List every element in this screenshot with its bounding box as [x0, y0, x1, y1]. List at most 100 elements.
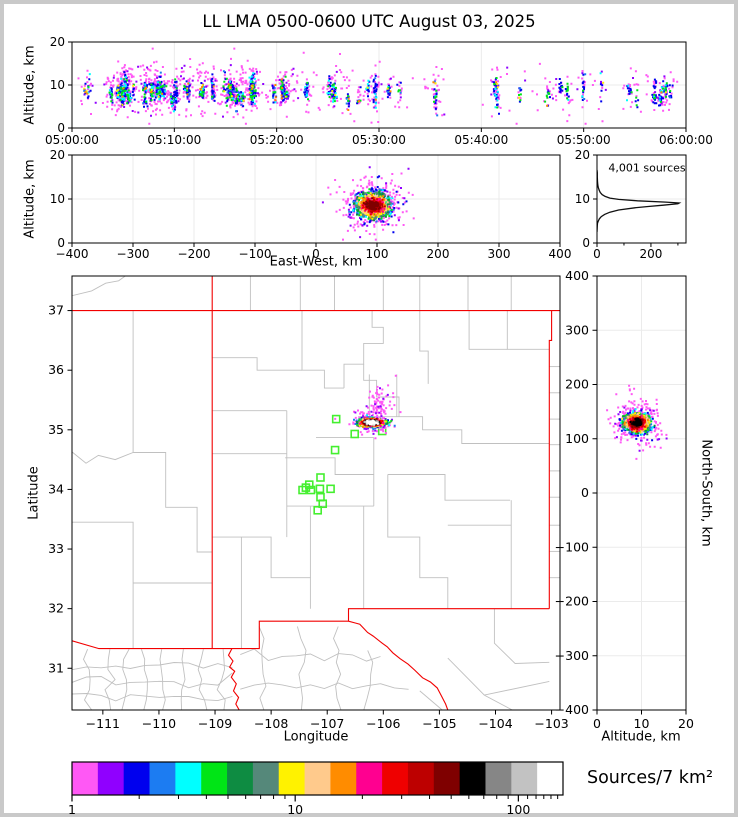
latitude-tick-label: 37 — [48, 303, 64, 318]
ns-tick-label: −200 — [555, 594, 589, 609]
time-altitude-tick-label: 20 — [50, 35, 65, 49]
colorbar-segment — [123, 762, 151, 795]
colorbar-segment — [201, 762, 228, 795]
source-points-0 — [334, 374, 402, 440]
ns-tick-label: 300 — [565, 322, 589, 337]
latitude-tick-label: 32 — [48, 601, 64, 616]
ew-axis-tick-label: 200 — [427, 247, 450, 261]
map-state-borders — [72, 276, 560, 710]
ns-tick-label: 200 — [565, 377, 589, 392]
latitude-tick-label: 35 — [48, 422, 64, 437]
lma-station-marker — [318, 499, 328, 509]
source-points-14 — [362, 197, 381, 211]
ew-axis-tick-label: −300 — [117, 247, 150, 261]
ns-tick-label: 400 — [565, 268, 589, 283]
colorbar-tick-label: 1 — [68, 802, 76, 817]
plot-title: LL LMA 0500-0600 UTC August 03, 2025 — [202, 12, 536, 31]
source-points-1 — [354, 387, 393, 435]
ns-altitude-tick-label: 10 — [634, 716, 650, 731]
time-axis-tick-label: 05:40:00 — [454, 133, 508, 147]
altitude-histogram-curve — [597, 169, 682, 233]
colorbar-segment — [382, 762, 409, 795]
map-stations — [298, 414, 387, 515]
longitude-tick-label: −105 — [422, 716, 456, 731]
colorbar-segment — [252, 762, 280, 795]
latitude-tick-label: 33 — [48, 541, 64, 556]
colorbar-tick-label: 10 — [287, 802, 303, 817]
lma-station-marker — [315, 484, 325, 494]
ew-axis-tick-label: −100 — [239, 247, 272, 261]
time-source-points — [77, 47, 679, 125]
map-county-lines — [72, 276, 560, 710]
colorbar-segment — [330, 762, 357, 795]
source-points-8 — [83, 81, 667, 106]
colorbar-segment — [278, 762, 306, 795]
colorbar-segment — [227, 762, 254, 795]
latitude-tick-label: 34 — [48, 481, 64, 496]
colorbar-segment — [72, 762, 99, 795]
lma-station-marker — [316, 473, 325, 482]
source-points-2 — [618, 409, 656, 442]
ns-altitude-tick-label: 0 — [593, 716, 601, 731]
time-axis-tick-label: 06:00:00 — [659, 133, 713, 147]
lma-station-marker — [350, 429, 360, 439]
source-points-18 — [366, 419, 379, 426]
hist-altitude-tick-label: 10 — [575, 192, 590, 206]
lma-station-marker — [331, 414, 341, 424]
ns-tick-label: 100 — [565, 431, 589, 446]
time-axis-tick-label: 05:00:00 — [45, 133, 99, 147]
ns-tick-label: −300 — [555, 648, 589, 663]
time-axis-tick-label: 05:20:00 — [250, 133, 304, 147]
latitude-tick-label: 36 — [48, 362, 64, 377]
source-points-0 — [606, 384, 668, 460]
colorbar-segment — [149, 762, 176, 795]
hist-altitude-tick-label: 0 — [582, 236, 590, 250]
map-ylabel: Latitude — [26, 466, 42, 520]
ew-altitude-tick-label: 10 — [50, 192, 65, 206]
axes: 05:00:00 05:10:00 05:20:00 05:30:00 05:40:00… — [45, 35, 713, 731]
colorbar-segment — [433, 762, 461, 795]
lma-station-marker — [301, 483, 311, 492]
colorbar-segment — [175, 762, 202, 795]
ns-panel-ylabel: North-South, km — [698, 439, 714, 547]
colorbar-label: Sources/7 km² — [586, 768, 714, 788]
lma-station-marker — [326, 484, 335, 494]
ew-panel-xlabel: East-West, km — [269, 254, 363, 270]
ew-axis-tick-label: −400 — [56, 247, 89, 261]
colorbar: 1 10 100 — [68, 761, 564, 817]
source-points-15 — [629, 417, 643, 427]
colorbar-tick-label: 100 — [506, 802, 530, 817]
latitude-tick-label: 31 — [48, 660, 64, 675]
colorbar-segment — [97, 762, 125, 795]
map-xlabel: Longitude — [283, 729, 349, 745]
ns-tick-label: −400 — [555, 702, 589, 717]
source-points-0 — [77, 47, 679, 125]
ew-axis-tick-label: 300 — [488, 247, 511, 261]
lma-station-marker — [306, 485, 316, 495]
map-panel — [72, 276, 560, 710]
ns-tick-label: −100 — [555, 539, 589, 554]
source-points-3 — [83, 70, 671, 117]
longitude-tick-label: −111 — [86, 716, 120, 731]
time-axis-tick-label: 05:10:00 — [147, 133, 201, 147]
longitude-tick-label: −110 — [142, 716, 176, 731]
lma-station-marker — [313, 505, 322, 515]
ns-tick-label: 0 — [581, 485, 589, 500]
ew-panel-ylabel: Altitude, km — [22, 159, 38, 239]
colorbar-segment — [511, 762, 538, 795]
colorbar-segment — [304, 762, 331, 795]
map-source-points — [334, 374, 402, 440]
ew-axis-tick-label: −200 — [178, 247, 211, 261]
longitude-tick-label: −106 — [366, 716, 400, 731]
colorbar-segment — [537, 762, 564, 795]
hist-count-tick-label: 200 — [639, 247, 662, 261]
ew-source-points — [321, 166, 415, 241]
source-points-5 — [87, 75, 672, 109]
time-panel-ylabel: Altitude, km — [22, 45, 38, 125]
longitude-tick-label: −103 — [534, 716, 568, 731]
source-points-4 — [352, 189, 394, 219]
longitude-tick-label: −107 — [310, 716, 344, 731]
ew-axis-tick-label: 100 — [366, 247, 389, 261]
